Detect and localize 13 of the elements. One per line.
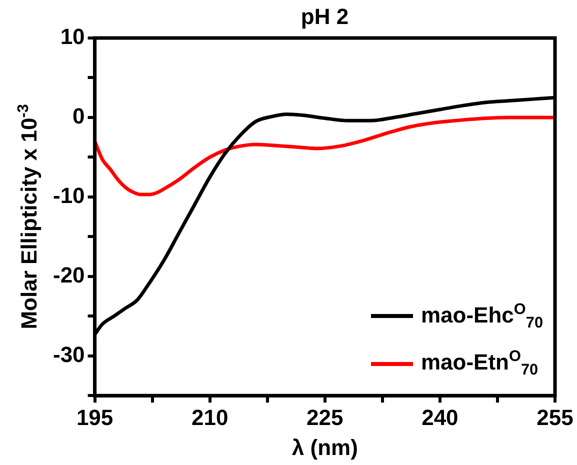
y-tick-label: -10 bbox=[53, 182, 85, 208]
y-tick-label: 0 bbox=[72, 104, 85, 129]
x-tick-label: 240 bbox=[422, 404, 458, 430]
x-tick-label: 255 bbox=[536, 404, 574, 430]
x-tick-label: 195 bbox=[76, 404, 114, 430]
chart-title: pH 2 bbox=[300, 4, 349, 30]
x-tick-label: 225 bbox=[306, 404, 344, 430]
y-tick-label: -20 bbox=[53, 262, 85, 288]
y-tick-label: 10 bbox=[60, 24, 85, 50]
x-axis-title: λ (nm) bbox=[292, 435, 358, 461]
x-tick-label: 210 bbox=[191, 404, 228, 430]
y-tick-label: -30 bbox=[53, 342, 85, 367]
line-series bbox=[94, 116, 555, 196]
